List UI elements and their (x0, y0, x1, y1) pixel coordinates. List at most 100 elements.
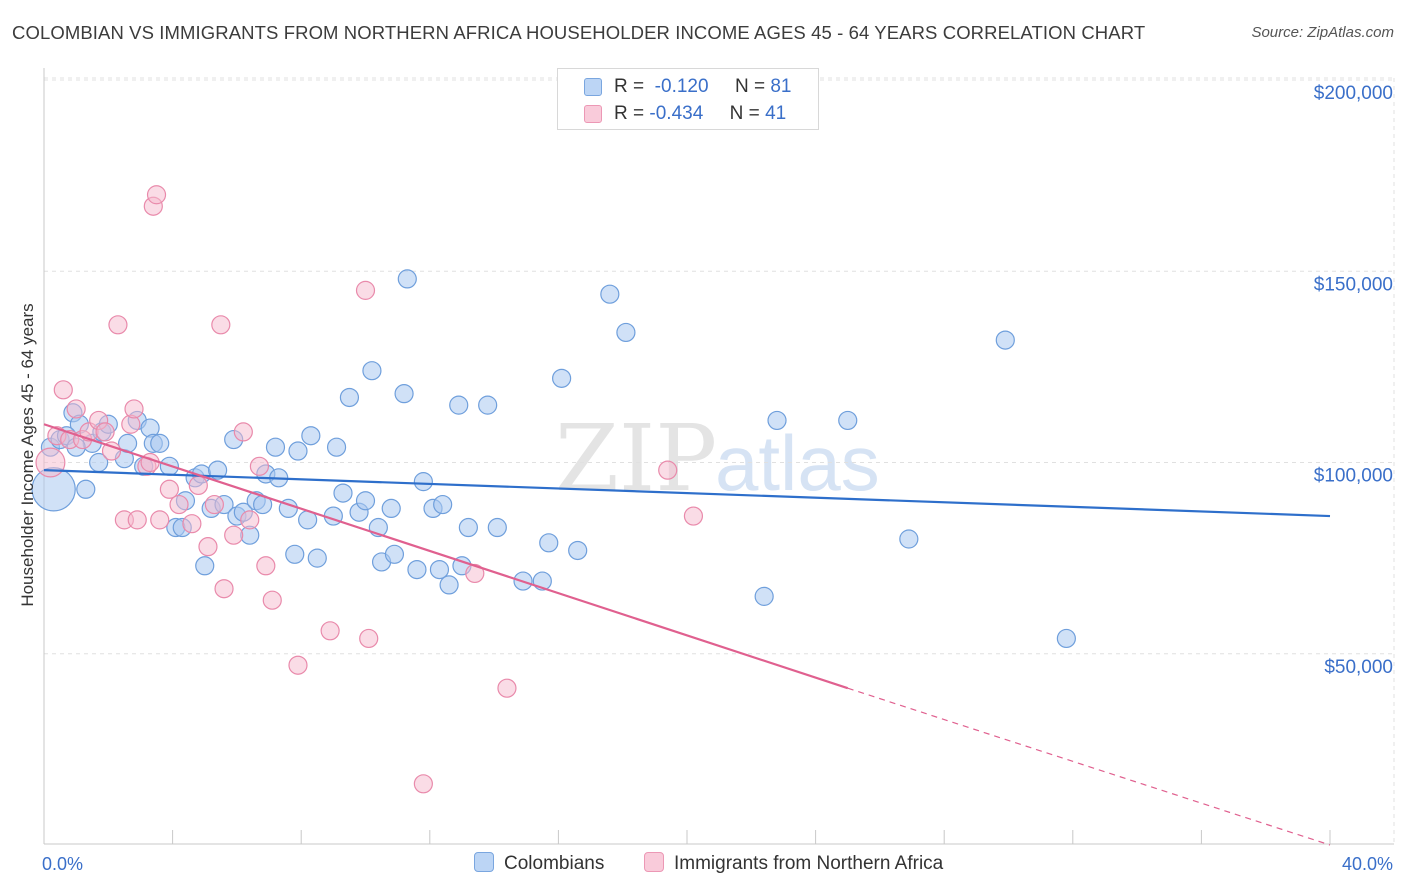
point-colombian (307, 548, 327, 568)
point-colombian (539, 533, 559, 553)
point-colombian (433, 494, 453, 515)
point-northern-africa (159, 479, 179, 499)
point-northern-africa (465, 563, 485, 584)
point-colombian (407, 559, 427, 580)
point-northern-africa (256, 556, 276, 576)
legend-r-value-2: -0.434 (649, 103, 704, 124)
point-northern-africa (413, 774, 433, 794)
legend-swatch-blue (584, 78, 602, 96)
point-colombian (487, 517, 507, 538)
point-northern-africa (658, 460, 678, 480)
point-colombian (265, 437, 286, 457)
y-tick-label: $200,000 (1314, 83, 1393, 104)
point-colombian (439, 575, 459, 595)
bottom-legend-northern-africa: Immigrants from Northern Africa (644, 852, 943, 875)
point-colombian (195, 556, 215, 576)
point-northern-africa (146, 185, 167, 205)
point-colombian (285, 544, 305, 564)
point-northern-africa (108, 315, 128, 335)
legend-r-label-1: R = (614, 76, 645, 97)
source-label: Source: ZipAtlas.com (1251, 24, 1394, 41)
point-northern-africa (182, 514, 202, 534)
point-northern-africa (240, 510, 260, 530)
chart-title: COLOMBIAN VS IMMIGRANTS FROM NORTHERN AF… (12, 22, 1146, 43)
point-colombian (600, 284, 620, 304)
point-northern-africa (497, 678, 517, 698)
point-colombian (552, 368, 572, 388)
y-axis-label: Householder Income Ages 45 - 64 years (18, 303, 37, 607)
point-colombian (413, 472, 433, 492)
point-colombian (754, 586, 774, 606)
point-colombian (838, 410, 858, 431)
y-tick-label: $50,000 (1324, 657, 1393, 678)
point-northern-africa (214, 579, 234, 599)
point-northern-africa (127, 510, 147, 530)
point-colombian (339, 387, 360, 408)
point-northern-africa (262, 590, 282, 610)
legend-n-value-2: 41 (765, 103, 787, 124)
y-tick-label: $100,000 (1314, 466, 1393, 487)
legend-n-label-2: N = (729, 103, 760, 124)
point-colombian (333, 483, 353, 503)
x-tick-label: 0.0% (42, 854, 83, 874)
point-colombian (394, 384, 414, 404)
point-colombian (384, 544, 405, 564)
trend-extension-northern-africa (847, 687, 1331, 846)
trend-line-colombians (43, 469, 1331, 518)
point-colombian (301, 426, 321, 446)
point-colombian (355, 491, 376, 511)
point-northern-africa (150, 510, 170, 530)
point-colombian (288, 441, 308, 461)
legend-r-label-2: R = (614, 103, 645, 124)
bottom-legend-swatch-blue (474, 852, 494, 872)
point-northern-africa (35, 447, 66, 478)
point-colombian (362, 361, 382, 381)
legend-swatch-pink (584, 105, 602, 123)
point-colombian (995, 330, 1015, 350)
bottom-legend-colombians: Colombians (474, 852, 604, 875)
x-tick-label: 40.0% (1342, 854, 1393, 874)
point-colombian (478, 395, 498, 415)
point-northern-africa (683, 506, 704, 526)
bottom-legend-label-northern-africa: Immigrants from Northern Africa (674, 853, 944, 874)
point-colombian (458, 517, 478, 538)
point-northern-africa (320, 621, 340, 641)
point-colombian (429, 559, 450, 580)
point-colombian (76, 479, 96, 499)
legend-n-value-1: 81 (770, 76, 792, 97)
point-colombian (381, 498, 401, 518)
point-colombian (568, 540, 588, 561)
point-northern-africa (359, 628, 379, 649)
legend-r-value-1: -0.120 (654, 76, 709, 97)
bottom-legend-swatch-pink (644, 852, 664, 872)
point-northern-africa (355, 280, 376, 300)
bottom-legend-label-colombians: Colombians (504, 853, 605, 874)
correlation-legend: R = -0.120 N = 81 R = -0.434 N = 41 (557, 68, 819, 130)
point-northern-africa (204, 494, 224, 515)
point-northern-africa (198, 537, 218, 557)
point-northern-africa (288, 655, 308, 675)
point-northern-africa (233, 422, 253, 442)
point-colombian (397, 269, 417, 289)
point-northern-africa (224, 525, 244, 545)
legend-n-label-1: N = (734, 76, 766, 97)
point-colombian (326, 437, 347, 457)
point-northern-africa (169, 494, 189, 515)
point-northern-africa (211, 315, 231, 335)
point-northern-africa (53, 380, 73, 400)
point-northern-africa (188, 475, 208, 496)
point-colombian (899, 529, 919, 549)
point-colombian (208, 460, 228, 480)
point-colombian (1056, 628, 1076, 649)
point-northern-africa (249, 456, 270, 476)
point-northern-africa (95, 422, 115, 442)
point-colombian (449, 395, 469, 415)
trend-line-northern-africa (43, 423, 849, 690)
watermark-zip: ZIP (555, 405, 717, 512)
point-northern-africa (124, 399, 144, 419)
point-colombian (767, 410, 787, 431)
point-northern-africa (66, 399, 86, 419)
point-colombian (150, 433, 170, 453)
point-northern-africa (101, 441, 122, 461)
